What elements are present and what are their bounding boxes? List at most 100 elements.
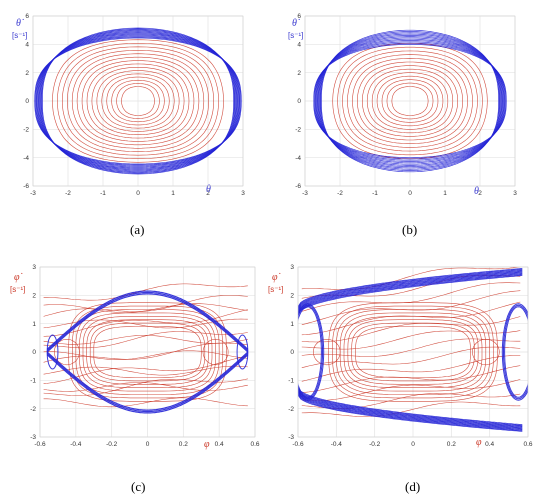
- separatrix-lobe: [298, 304, 323, 400]
- y-tick-label: 0: [290, 349, 294, 356]
- trajectory-loop: [202, 339, 229, 366]
- trajectory-line: [301, 355, 521, 382]
- x-tick-label: 0: [136, 190, 140, 197]
- separatrix-lower: [46, 354, 249, 414]
- rotating-lower: [298, 393, 523, 431]
- x-tick-label: 0: [411, 441, 415, 448]
- y-tick-label: 2: [25, 70, 29, 77]
- trajectory-line: [43, 335, 248, 345]
- rotating-lower: [298, 393, 523, 432]
- x-tick-label: -0.4: [70, 441, 82, 448]
- rotating-upper: [298, 272, 523, 312]
- y-tick-label: 0: [297, 98, 301, 105]
- trajectory-line: [301, 290, 521, 325]
- y-axis-label: φ̇: [272, 272, 281, 283]
- y-tick-label: -6: [23, 183, 29, 190]
- plot-frame: [39, 266, 256, 438]
- trajectory-line: [43, 303, 248, 313]
- separatrix-line: [321, 29, 499, 173]
- orbit-line: [61, 46, 215, 156]
- trajectory-line: [82, 316, 213, 388]
- separatrix-lobe: [503, 304, 528, 400]
- caption-b: (b): [402, 222, 418, 237]
- orbit-line: [111, 79, 165, 123]
- orbit-line: [366, 68, 454, 134]
- y-tick-label: -4: [23, 155, 29, 162]
- y-axis-unit: [s⁻¹]: [10, 285, 25, 294]
- orbit-line: [391, 86, 429, 116]
- trajectory-line: [301, 282, 521, 312]
- trajectory-line: [301, 316, 521, 343]
- orbit-line: [81, 60, 195, 142]
- rotating-upper: [298, 271, 523, 311]
- trajectory-line: [43, 309, 248, 337]
- side-loop: [46, 334, 59, 370]
- trajectory-line: [75, 309, 220, 395]
- rotating-upper: [298, 274, 523, 315]
- y-tick-label: -2: [30, 406, 36, 413]
- trajectory-line: [43, 350, 248, 360]
- rotating-lower: [298, 391, 523, 429]
- orbit-line: [376, 75, 444, 127]
- trajectory-line: [301, 365, 521, 393]
- x-tick-label: -0.4: [331, 441, 343, 448]
- rotating-upper: [298, 272, 523, 313]
- trajectory-line: [301, 379, 521, 401]
- rotating-upper: [298, 268, 523, 308]
- trajectory-line: [328, 302, 498, 402]
- separatrix-lobe: [298, 303, 325, 401]
- y-tick-label: 6: [297, 13, 301, 20]
- x-tick-label: -2: [337, 190, 343, 197]
- orbit-line: [362, 65, 458, 137]
- y-tick-label: -1: [30, 378, 36, 385]
- y-tick-label: 1: [32, 321, 36, 328]
- orbit-line: [342, 50, 478, 152]
- trajectory-line: [347, 319, 479, 385]
- x-tick-label: -0.2: [369, 441, 381, 448]
- y-tick-label: 4: [297, 42, 301, 49]
- y-tick-label: 0: [32, 349, 36, 356]
- separatrix-lobe: [298, 306, 322, 398]
- x-tick-label: 1: [443, 190, 447, 197]
- panel-d: -0.6 -0.4 -0.2 0 0.2 0.4 0.6 3 2 1 0 -1 -2 -3 φ φ̇ [s⁻¹]: [268, 264, 533, 448]
- x-tick-label: 1: [171, 190, 175, 197]
- orbit-line: [337, 46, 483, 156]
- trajectory-line: [343, 316, 483, 388]
- y-axis-label: θ̇: [292, 18, 300, 29]
- trajectory-line: [43, 342, 248, 363]
- y-tick-label: 2: [32, 293, 36, 300]
- y-tick-label: 6: [25, 13, 29, 20]
- x-tick-label: 0.4: [485, 441, 494, 448]
- panel-a: -3 -2 -1 0 1 2 3 6 4 2 0 -2 -4 -6 θ θ̇ [s⁻¹]: [12, 13, 245, 197]
- x-tick-label: -2: [65, 190, 71, 197]
- separatrix-upper: [46, 290, 249, 350]
- x-tick-label: 3: [513, 190, 517, 197]
- x-tick-label: -0.2: [106, 441, 118, 448]
- x-tick-label: 0.6: [523, 441, 532, 448]
- x-tick-label: 0.2: [447, 441, 456, 448]
- trajectory-line: [351, 322, 475, 382]
- orbit-line: [106, 76, 170, 126]
- x-tick-label: -1: [372, 190, 378, 197]
- y-tick-label: -2: [23, 127, 29, 134]
- y-axis-label: φ̇: [14, 272, 23, 283]
- y-tick-label: 0: [25, 98, 29, 105]
- rotating-lower: [298, 392, 523, 430]
- trajectory-line: [86, 319, 209, 385]
- trajectory-line: [335, 309, 491, 395]
- trajectory-line: [93, 326, 202, 378]
- x-tick-label: -3: [302, 190, 308, 197]
- trajectory-line: [301, 267, 521, 290]
- separatrix-upper: [46, 293, 249, 353]
- trajectory-line: [43, 382, 248, 392]
- caption-c: (c): [131, 479, 146, 494]
- orbit-line: [76, 56, 200, 146]
- x-tick-label: 3: [241, 190, 245, 197]
- trajectory-line: [79, 312, 216, 392]
- separatrix-lower: [46, 352, 249, 413]
- x-axis-label: θ: [206, 184, 211, 195]
- orbit-line: [91, 67, 185, 135]
- separatrix-lobe: [504, 306, 528, 398]
- orbit-line: [332, 43, 488, 159]
- y-tick-label: 2: [290, 293, 294, 300]
